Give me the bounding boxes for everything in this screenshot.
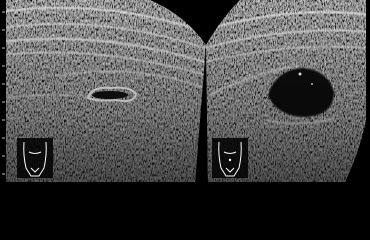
- depth-ruler: [2, 11, 5, 175]
- ultrasound-screenshot: [2, 0, 366, 182]
- left-scan: [6, 0, 206, 182]
- body-marker-right: [212, 138, 248, 178]
- body-marker-left: [17, 138, 53, 178]
- page: [2, 0, 366, 182]
